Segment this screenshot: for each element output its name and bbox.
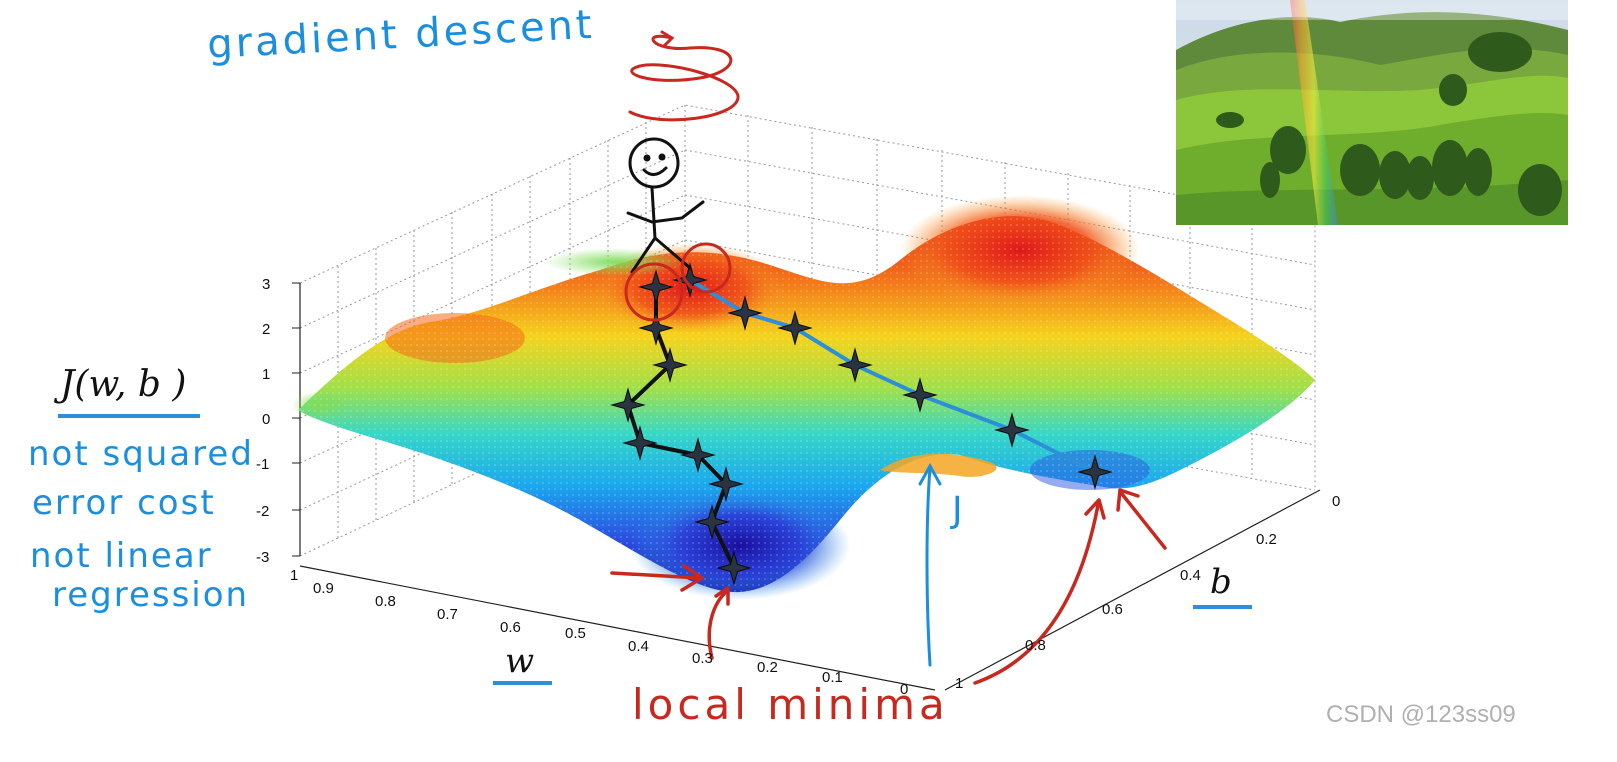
w-axis-ticks: 1 0.9 0.8 0.7 0.6 0.5 0.4 0.3 0.2 0.1 0 <box>290 567 908 698</box>
b-tick: 0.2 <box>1256 531 1277 548</box>
note-line-4: regression <box>52 575 249 615</box>
z-tick: -3 <box>256 549 269 566</box>
step-star-marker <box>680 437 716 473</box>
b-axis-label: b <box>1210 562 1232 602</box>
local-minima-arrows <box>610 488 1167 685</box>
step-star-marker <box>610 387 646 423</box>
note-line-1: not squared <box>28 434 254 474</box>
step-star-marker <box>777 310 813 346</box>
dizzy-swirl-icon <box>628 30 740 122</box>
z-axis-ticks: 3 2 1 0 -1 -2 -3 <box>256 276 270 566</box>
w-axis-label: w <box>505 641 534 681</box>
step-star-marker <box>727 295 763 331</box>
b-tick: 1 <box>955 675 963 692</box>
step-star-marker <box>1077 454 1113 490</box>
step-star-marker <box>994 412 1030 448</box>
w-tick: 0.9 <box>313 580 334 597</box>
landscape-rainbow-photo <box>1176 0 1568 225</box>
step-star-marker <box>638 310 674 346</box>
z-tick: 0 <box>262 411 270 428</box>
w-tick: 0.4 <box>628 638 649 655</box>
step-star-marker <box>622 425 658 461</box>
b-tick: 0.4 <box>1180 567 1201 584</box>
z-tick: 2 <box>262 321 270 338</box>
step-star-marker <box>902 377 938 413</box>
w-tick: 0.5 <box>565 625 586 642</box>
step-star-marker <box>708 466 744 502</box>
start-point-circles <box>624 242 732 322</box>
watermark: CSDN @123ss09 <box>1326 701 1516 728</box>
z-tick: -1 <box>256 456 269 473</box>
note-line-2: error cost <box>32 483 216 523</box>
b-tick: 0 <box>1332 493 1340 510</box>
step-star-marker <box>672 262 708 298</box>
step-star-marker <box>652 347 688 383</box>
step-star-marker <box>694 504 730 540</box>
step-star-marker <box>638 269 674 305</box>
j-label: J <box>950 490 963 531</box>
w-tick: 0.7 <box>437 606 458 623</box>
w-tick: 0.8 <box>375 593 396 610</box>
cost-surface <box>292 195 1315 600</box>
stick-figure-icon <box>626 137 705 274</box>
title-gradient-descent: gradient descent <box>206 2 596 68</box>
step-markers <box>610 262 1113 586</box>
note-line-3: not linear <box>30 536 213 576</box>
w-tick: 0.2 <box>757 659 778 676</box>
w-tick: 0.3 <box>692 650 713 667</box>
w-tick: 1 <box>290 567 298 584</box>
j-arrow <box>918 462 942 667</box>
w-tick: 0.1 <box>822 669 843 686</box>
step-star-marker <box>837 347 873 383</box>
cost-function-label: J(w, b ) <box>53 364 186 405</box>
b-axis-ticks: 0 0.2 0.4 0.6 0.8 1 <box>955 493 1340 692</box>
local-minima-label: local minima <box>632 680 949 729</box>
z-tick: -2 <box>256 503 269 520</box>
b-tick: 0.6 <box>1102 601 1123 618</box>
b-tick: 0.8 <box>1025 637 1046 654</box>
w-tick: 0 <box>900 681 908 698</box>
w-tick: 0.6 <box>500 619 521 636</box>
axis-tick-marks <box>292 282 300 557</box>
z-tick: 3 <box>262 276 270 293</box>
step-star-marker <box>716 550 752 586</box>
z-tick: 1 <box>262 366 270 383</box>
